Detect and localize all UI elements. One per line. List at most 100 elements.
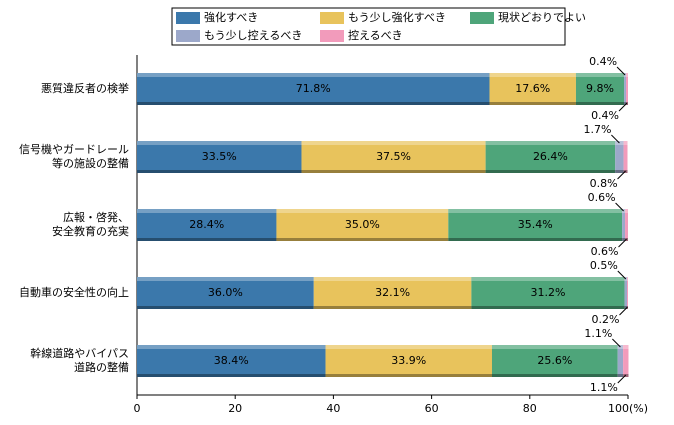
- bar-highlight: [325, 345, 492, 349]
- value-label: 25.6%: [537, 354, 572, 367]
- value-label: 37.5%: [376, 150, 411, 163]
- bar-shadow: [276, 238, 449, 241]
- leader-line: [615, 202, 624, 212]
- legend-label: 控えるべき: [348, 28, 403, 42]
- leader-line: [619, 306, 628, 316]
- bar-segment: [624, 277, 628, 309]
- leader-line: [616, 66, 626, 76]
- bar-segment: [622, 209, 626, 241]
- bar-segment: [301, 141, 486, 173]
- value-label: 31.2%: [530, 286, 565, 299]
- bar-highlight: [137, 345, 326, 349]
- bar-highlight: [276, 209, 449, 213]
- bar-highlight: [137, 141, 302, 145]
- bar-segment: [471, 277, 625, 309]
- value-label: 0.4%: [589, 55, 617, 68]
- bar-shadow: [489, 102, 576, 105]
- value-label: 32.1%: [375, 286, 410, 299]
- x-tick-label: 60: [425, 402, 439, 415]
- leader-line: [612, 338, 621, 348]
- legend-swatch: [320, 12, 344, 24]
- bar-shadow: [325, 374, 492, 377]
- value-label: 71.8%: [296, 82, 331, 95]
- x-tick-label: 0: [134, 402, 141, 415]
- bar-shadow: [624, 306, 628, 309]
- legend-box: [171, 7, 566, 46]
- value-label: 26.4%: [533, 150, 568, 163]
- bar-segment: [137, 141, 302, 173]
- bar-segment: [485, 141, 616, 173]
- bar-highlight: [137, 277, 314, 281]
- bar-segment: [325, 345, 492, 377]
- bar-segment: [575, 73, 625, 105]
- value-label: 38.4%: [214, 354, 249, 367]
- bar-shadow: [491, 374, 618, 377]
- bar-segment: [137, 73, 490, 105]
- value-label: 0.2%: [592, 313, 620, 326]
- bar-highlight: [575, 73, 625, 77]
- bar-highlight: [137, 73, 490, 77]
- x-tick-label: 100(%): [608, 402, 648, 415]
- bar-highlight: [627, 277, 628, 281]
- bar-segment: [276, 209, 449, 241]
- bar-highlight: [489, 73, 576, 77]
- value-label: 0.6%: [588, 191, 616, 204]
- x-tick-label: 80: [523, 402, 537, 415]
- bar-shadow: [137, 374, 326, 377]
- bar-shadow: [301, 170, 486, 173]
- value-label: 0.8%: [590, 177, 618, 190]
- bar-highlight: [623, 345, 629, 349]
- category-label: 悪質違反者の検挙: [41, 81, 129, 95]
- bar-segment: [491, 345, 618, 377]
- bar-segment: [623, 141, 628, 173]
- legend-label: 強化すべき: [204, 10, 258, 24]
- category-label: 幹線道路やバイパス道路の整備: [30, 346, 129, 374]
- bar-highlight: [623, 141, 628, 145]
- value-label: 1.7%: [583, 123, 611, 136]
- bar-segment: [137, 209, 277, 241]
- bar-shadow: [471, 306, 625, 309]
- bar-shadow: [313, 306, 472, 309]
- bar-segment: [626, 73, 628, 105]
- bar-highlight: [485, 141, 616, 145]
- category-label: 広報・啓発、安全教育の充実: [52, 210, 129, 238]
- category-label: 信号機やガードレール等の施設の整備: [19, 142, 129, 170]
- bar-segment: [624, 73, 627, 105]
- bar-highlight: [313, 277, 472, 281]
- x-tick-label: 20: [228, 402, 242, 415]
- bar-shadow: [485, 170, 616, 173]
- value-label: 36.0%: [208, 286, 243, 299]
- leader-line: [611, 134, 620, 144]
- legend-swatch: [176, 12, 200, 24]
- value-label: 35.0%: [345, 218, 380, 231]
- bar-highlight: [137, 209, 277, 213]
- bar-segment: [625, 209, 628, 241]
- value-label: 9.8%: [586, 82, 614, 95]
- bar-highlight: [491, 345, 618, 349]
- bar-shadow: [622, 238, 626, 241]
- leader-line: [617, 170, 626, 180]
- bar-highlight: [301, 141, 486, 145]
- value-label: 0.5%: [590, 259, 618, 272]
- bar-shadow: [575, 102, 625, 105]
- bar-highlight: [471, 277, 625, 281]
- value-label: 0.6%: [591, 245, 619, 258]
- bar-shadow: [448, 238, 623, 241]
- bar-shadow: [615, 170, 624, 173]
- bar-highlight: [448, 209, 623, 213]
- legend-label: もう少し強化すべき: [348, 10, 446, 24]
- category-label: 自動車の安全性の向上: [19, 285, 129, 299]
- legend-swatch: [470, 12, 494, 24]
- bar-segment: [137, 277, 314, 309]
- value-label: 28.4%: [189, 218, 224, 231]
- bar-segment: [313, 277, 472, 309]
- bar-shadow: [617, 374, 624, 377]
- value-label: 35.4%: [518, 218, 553, 231]
- bar-segment: [615, 141, 624, 173]
- leader-line: [618, 102, 628, 112]
- leader-line: [617, 374, 627, 384]
- bar-segment: [137, 345, 326, 377]
- bar-highlight: [625, 209, 628, 213]
- legend-swatch: [176, 30, 200, 42]
